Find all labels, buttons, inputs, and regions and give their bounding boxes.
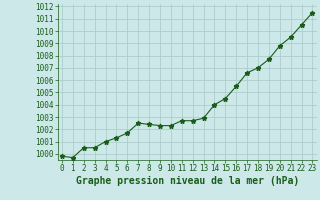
- X-axis label: Graphe pression niveau de la mer (hPa): Graphe pression niveau de la mer (hPa): [76, 176, 299, 186]
